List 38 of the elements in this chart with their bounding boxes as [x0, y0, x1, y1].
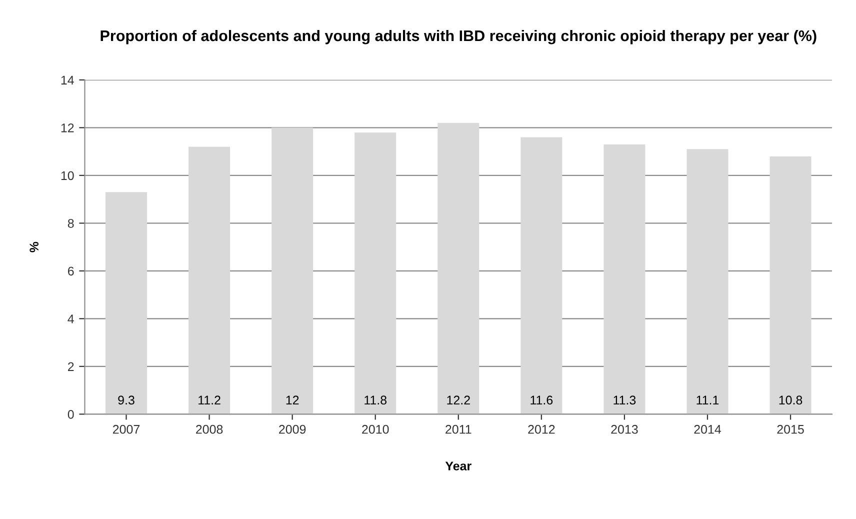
- x-tick-label: 2007: [112, 424, 140, 434]
- bar: [520, 137, 562, 414]
- x-tick-label: 2009: [279, 424, 306, 434]
- bar: [438, 122, 480, 414]
- bar: [686, 149, 728, 414]
- data-label: 11.6: [530, 396, 553, 405]
- data-label: 10.8: [779, 396, 802, 405]
- y-tick-label: 8: [68, 218, 74, 228]
- x-tick-label: 2011: [446, 424, 472, 434]
- x-tick-label: 2015: [777, 424, 804, 434]
- y-axis-title: %: [30, 242, 38, 252]
- bar: [272, 128, 314, 414]
- y-tick-label: 4: [68, 314, 74, 324]
- y-tick-label: 14: [61, 76, 74, 84]
- y-tick-label: 6: [68, 266, 74, 276]
- y-tick-label: 0: [68, 410, 74, 419]
- data-label: 9.3: [118, 396, 134, 405]
- x-tick-label: 2008: [196, 424, 223, 434]
- chart-title: Proportion of adolescents and young adults with IBD receiving chronic opioid therapy per year (%): [100, 30, 816, 44]
- y-tick-label: 2: [68, 362, 74, 371]
- x-axis-title: Year: [445, 462, 472, 470]
- bar: [604, 144, 646, 414]
- data-label: 12.2: [447, 396, 470, 404]
- y-tick-label: 12: [61, 123, 74, 132]
- bar: [188, 146, 230, 414]
- bar: [354, 132, 396, 414]
- x-tick-label: 2014: [694, 424, 722, 434]
- x-tick-label: 2010: [362, 424, 389, 434]
- data-label: 12: [286, 396, 299, 404]
- data-label: 11.8: [364, 396, 387, 405]
- y-tick-label: 10: [61, 171, 74, 180]
- x-tick-label: 2013: [611, 424, 638, 434]
- x-tick-label: 2012: [528, 424, 555, 434]
- bar: [770, 156, 812, 414]
- data-label: 11.2: [198, 396, 220, 404]
- data-label: 11.3: [614, 396, 636, 405]
- bar: [106, 192, 148, 414]
- data-label: 11.1: [696, 396, 719, 404]
